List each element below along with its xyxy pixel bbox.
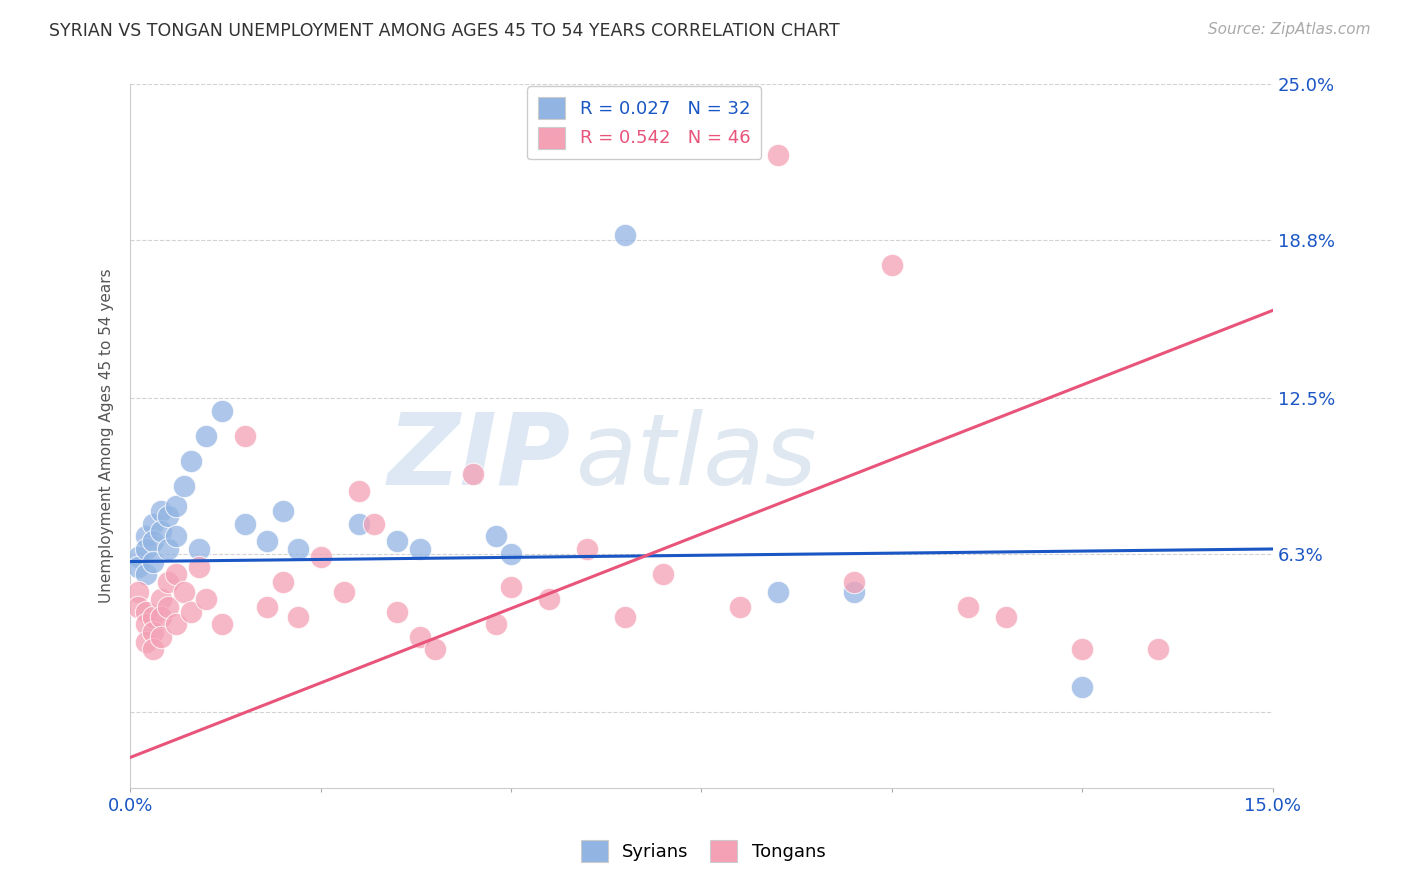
Point [142,642,165,657]
Point [842,574,865,589]
Point [149,592,172,607]
Point [347,516,370,531]
Point [1071,642,1094,657]
Point [142,534,165,549]
Point [461,467,484,481]
Point [142,609,165,624]
Point [1147,642,1170,657]
Point [485,617,508,632]
Legend: Syrians, Tongans: Syrians, Tongans [574,833,832,870]
Point [347,484,370,499]
Point [256,534,278,549]
Point [271,504,294,518]
Point [142,516,165,531]
Y-axis label: Unemployment Among Ages 45 to 54 years: Unemployment Among Ages 45 to 54 years [100,268,114,603]
Point [149,524,172,539]
Point [576,541,599,556]
Point [501,547,523,561]
Point [157,574,180,589]
Point [127,584,149,599]
Point [880,258,903,272]
Point [135,635,157,649]
Point [187,541,209,556]
Point [287,609,309,624]
Point [233,516,256,531]
Point [287,541,309,556]
Point [149,609,172,624]
Point [135,541,157,556]
Point [149,630,172,644]
Point [409,541,432,556]
Point [501,580,523,594]
Point [195,429,218,443]
Text: Source: ZipAtlas.com: Source: ZipAtlas.com [1208,22,1371,37]
Point [135,567,157,582]
Point [180,454,202,468]
Point [127,599,149,614]
Point [165,617,187,632]
Point [363,516,385,531]
Point [165,529,187,543]
Point [127,559,149,574]
Point [187,559,209,574]
Point [233,429,256,443]
Point [135,529,157,543]
Point [157,599,180,614]
Point [614,228,637,243]
Point [485,529,508,543]
Point [135,617,157,632]
Point [271,574,294,589]
Point [157,509,180,524]
Point [538,592,561,607]
Point [165,500,187,514]
Legend: R = 0.027   N = 32, R = 0.542   N = 46: R = 0.027 N = 32, R = 0.542 N = 46 [527,87,761,160]
Point [409,630,432,644]
Point [149,504,172,518]
Point [385,534,408,549]
Point [211,404,233,418]
Point [652,567,675,582]
Point [165,567,187,582]
Point [1071,680,1094,694]
Point [957,599,980,614]
Point [127,549,149,564]
Point [211,617,233,632]
Point [766,584,789,599]
Point [842,584,865,599]
Text: SYRIAN VS TONGAN UNEMPLOYMENT AMONG AGES 45 TO 54 YEARS CORRELATION CHART: SYRIAN VS TONGAN UNEMPLOYMENT AMONG AGES… [49,22,839,40]
Point [173,479,195,493]
Point [135,605,157,619]
Point [157,541,180,556]
Point [256,599,278,614]
Point [173,584,195,599]
Point [728,599,751,614]
Text: atlas: atlas [576,409,817,506]
Point [614,609,637,624]
Point [309,549,332,564]
Point [766,147,789,161]
Point [995,609,1018,624]
Point [332,584,354,599]
Point [195,592,218,607]
Text: ZIP: ZIP [387,409,569,506]
Point [423,642,446,657]
Point [142,624,165,639]
Point [142,555,165,569]
Point [385,605,408,619]
Point [180,605,202,619]
